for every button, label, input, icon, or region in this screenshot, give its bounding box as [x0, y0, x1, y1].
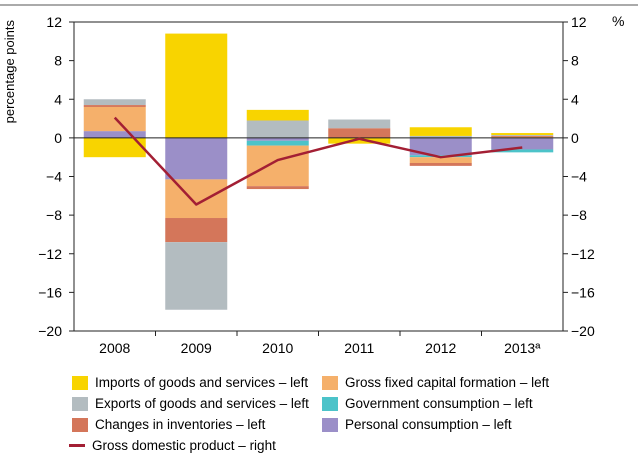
legend-item-exp: Exports of goods and services – left: [72, 396, 322, 411]
y-tick-label-right: 4: [571, 91, 579, 107]
legend-row: Exports of goods and services – left Gove…: [72, 393, 632, 414]
y-tick-label-right: −8: [571, 207, 587, 223]
legend-label: Changes in inventories – left: [95, 417, 266, 432]
legend-item-gfcf: Gross fixed capital formation – left: [322, 375, 549, 390]
chart: 12 12 8 8 4 4 0 0 −4 −4 −8 −8 −12 −12 −16 −16 −20 −20 2008…: [0, 4, 638, 356]
y-tick-label-right: −12: [571, 246, 595, 262]
y-tick-label-left: 4: [54, 91, 62, 107]
y-tick-label-left: −16: [38, 284, 62, 300]
x-tick-label: 2009: [181, 340, 212, 356]
legend-swatch-pc: [322, 417, 338, 432]
y-tick-label-left: −20: [38, 323, 62, 339]
y-axis-label-right: %: [612, 13, 624, 29]
legend-label: Imports of goods and services – left: [95, 375, 309, 390]
bar-exp-2011: [328, 119, 391, 129]
bar-exp-2008: [83, 99, 146, 106]
bar-inv-2010: [246, 186, 309, 190]
legend-row: Imports of goods and services – left Gros…: [72, 372, 632, 393]
legend-item-imp: Imports of goods and services – left: [72, 375, 322, 390]
y-tick-label-right: 8: [571, 53, 579, 69]
bar-inv-2012: [409, 162, 472, 166]
bar-pc-2012: [409, 137, 472, 156]
bar-pc-2008: [83, 131, 146, 138]
x-tick-label: 2008: [99, 340, 130, 356]
bar-pc-2013: [491, 137, 554, 150]
gdp-line: [113, 116, 523, 206]
bar-exp-2012: [409, 135, 472, 138]
bar-imp-2010: [246, 109, 309, 121]
legend-label: Gross fixed capital formation – left: [345, 375, 550, 390]
y-tick-label-right: 12: [571, 14, 587, 30]
legend-item-inv: Changes in inventories – left: [72, 417, 322, 432]
x-tick-label: 2010: [262, 340, 293, 356]
bar-inv-2011: [328, 128, 391, 138]
bar-inv-2008: [83, 105, 146, 107]
bar-gc-2013: [491, 149, 554, 153]
legend-item-gdp: Gross domestic product – right: [69, 438, 276, 453]
bar-exp-2013: [491, 134, 554, 136]
bar-pc-2009: [165, 137, 228, 180]
bar-inv-2013: [491, 135, 554, 137]
y-tick-label-right: −16: [571, 284, 595, 300]
bar-gfcf-2012: [409, 157, 472, 163]
legend-swatch-gfcf: [322, 375, 338, 390]
x-tick-label: 2011: [344, 340, 374, 356]
legend-swatch-gc: [322, 396, 338, 411]
bar-gfcf-2009: [165, 179, 228, 219]
bar-imp-2011: [328, 137, 391, 144]
legend-swatch-exp: [72, 396, 88, 411]
y-axis-label-left: percentage points: [2, 20, 17, 124]
y-tick-label-left: −12: [38, 246, 62, 262]
bar-inv-2009: [165, 218, 228, 243]
plot-frame: [73, 21, 564, 332]
legend-label: Government consumption – left: [345, 396, 533, 411]
bar-imp-2009: [165, 33, 228, 138]
legend-label: Exports of goods and services – left: [95, 396, 309, 411]
y-tick-label-left: 12: [46, 14, 62, 30]
y-tick-label-left: −4: [46, 169, 62, 185]
legend-swatch-gdp: [69, 444, 85, 447]
bar-gfcf-2010: [246, 145, 309, 187]
legend-label: Gross domestic product – right: [92, 438, 276, 453]
bar-imp-2012: [409, 127, 472, 136]
legend-row: Gross domestic product – right: [69, 435, 632, 456]
bar-gc-2010: [246, 140, 309, 146]
y-tick-label-right: −4: [571, 169, 587, 185]
y-tick-label-left: −8: [46, 207, 62, 223]
x-tick-label: 2012: [425, 340, 456, 356]
bar-exp-2009: [165, 242, 228, 310]
y-tick-label-right: 0: [571, 130, 579, 146]
bar-exp-2010: [246, 120, 309, 138]
legend-label: Personal consumption – left: [345, 417, 512, 432]
x-tick-label: 2013ª: [504, 340, 541, 356]
legend-item-pc: Personal consumption – left: [322, 417, 512, 432]
legend-swatch-inv: [72, 417, 88, 432]
bar-pc-2010: [246, 137, 309, 141]
y-tick-label-left: 8: [54, 53, 62, 69]
bar-imp-2008: [83, 137, 146, 158]
legend-item-gc: Government consumption – left: [322, 396, 533, 411]
legend-row: Changes in inventories – left Personal co…: [72, 414, 632, 435]
y-tick-label-right: −20: [571, 323, 595, 339]
y-tick-label-left: 0: [54, 130, 62, 146]
bar-imp-2013: [491, 133, 554, 135]
legend-swatch-imp: [72, 375, 88, 390]
legend: Imports of goods and services – left Gros…: [69, 372, 632, 456]
